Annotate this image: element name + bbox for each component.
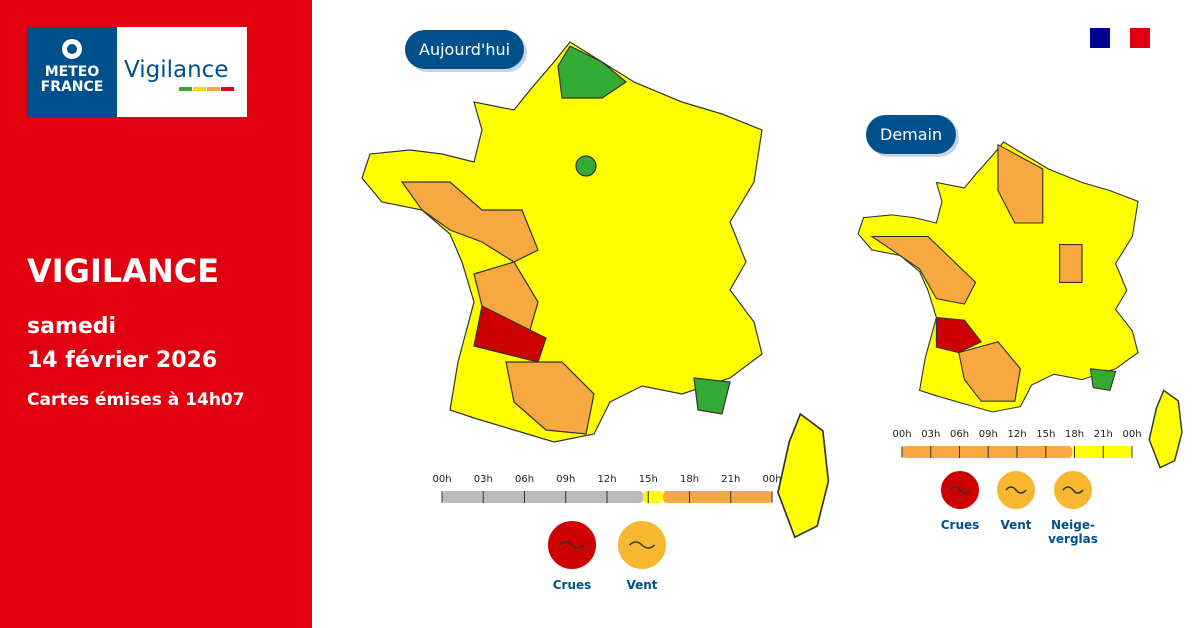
logo-icon — [62, 39, 82, 59]
hazard-label: Crues — [552, 578, 592, 592]
hazard-label: Vent — [626, 578, 658, 592]
map-label: Aujourd'hui — [405, 30, 525, 69]
flag — [1110, 28, 1130, 48]
hazard-glyph — [949, 486, 971, 494]
timeline-label: 00h — [432, 474, 451, 485]
timeline-label: 03h — [921, 429, 940, 440]
timeline-label: 15h — [639, 474, 658, 485]
hazard-label: Vent — [1000, 518, 1032, 532]
flag — [1130, 28, 1150, 48]
hazard-glyph — [628, 541, 656, 549]
timeline-label: 06h — [950, 429, 969, 440]
timeline-label: 18h — [680, 474, 699, 485]
timeline-segment — [902, 446, 1073, 458]
hazard-label: Crues — [940, 518, 980, 532]
timeline-label: 18h — [1065, 429, 1084, 440]
timeline-label: 12h — [597, 474, 616, 485]
timeline-label: 21h — [1094, 429, 1113, 440]
brand-line: FRANCE — [40, 79, 104, 95]
title: VIGILANCE — [27, 252, 220, 290]
timeline-label: 03h — [474, 474, 493, 485]
hazard-glyph — [1005, 486, 1027, 494]
flag — [1090, 28, 1110, 48]
timeline-label: 21h — [721, 474, 740, 485]
timeline-label: 06h — [515, 474, 534, 485]
timeline-label: 15h — [1036, 429, 1055, 440]
hazard-glyph — [1062, 486, 1084, 494]
product-name: Vigilance — [124, 57, 229, 83]
hazard-glyph — [558, 541, 586, 549]
logo-bar — [179, 87, 234, 91]
hazard-label: Neige-verglas — [1048, 518, 1098, 546]
logo: METEO FRANCE Vigilance — [27, 27, 247, 117]
map-tomorrow — [856, 140, 1184, 470]
timeline-label: 00h — [762, 474, 781, 485]
timeline-label: 00h — [1122, 429, 1141, 440]
timeline-label: 00h — [892, 429, 911, 440]
map-label: Demain — [866, 115, 957, 154]
date: 14 février 2026 — [27, 348, 218, 373]
logo-brand: METEO FRANCE — [27, 27, 117, 117]
timeline-segment — [1072, 446, 1132, 458]
sidebar: METEO FRANCE Vigilance VIGILANCE samedi … — [0, 0, 312, 628]
timeline-label: 12h — [1007, 429, 1026, 440]
map-today — [360, 40, 828, 537]
timeline-label: 09h — [556, 474, 575, 485]
issued: Cartes émises à 14h07 — [27, 390, 245, 410]
timeline-segment — [643, 491, 664, 503]
timeline-label: 09h — [979, 429, 998, 440]
timeline-segment — [663, 491, 772, 503]
day: samedi — [27, 314, 117, 339]
timeline-segment — [442, 491, 644, 503]
brand-line: METEO — [44, 64, 100, 80]
